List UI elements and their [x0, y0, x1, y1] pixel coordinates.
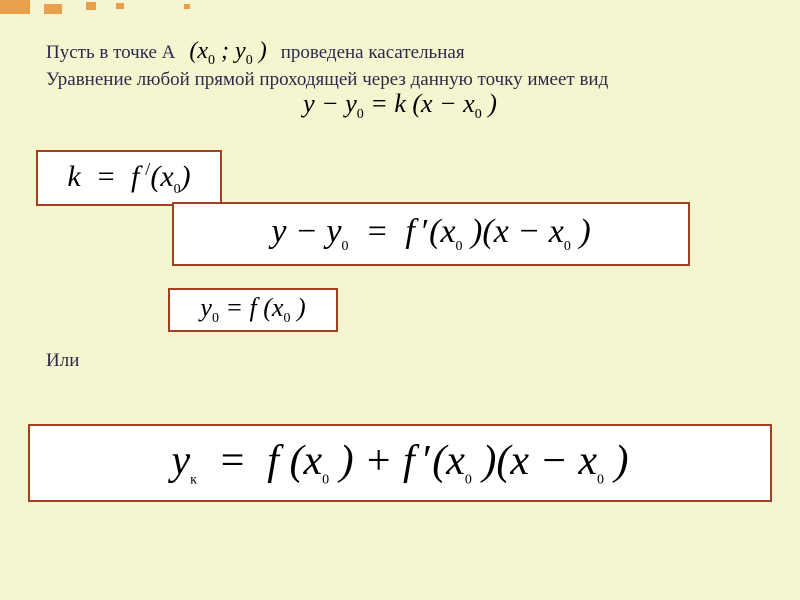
equation-line-form: y − y0 = k (x − x0 ) — [0, 89, 800, 123]
text-or: Или — [46, 350, 79, 372]
line1-part-b: проведена касательная — [281, 42, 465, 64]
slide-content: Пусть в точке А (x0 ; y0 ) проведена кас… — [0, 38, 800, 123]
box-final-equation: yк = f (x0 ) + f ′(x0 )(x − x0 ) — [28, 424, 772, 502]
box-tangent-equation: y − y0 = f ′(x0 )(x − x0 ) — [172, 202, 690, 266]
box-slope-k: k = f /(x0) — [36, 150, 222, 206]
point-coords: (x0 ; y0 ) — [175, 38, 280, 69]
box-y0-value: y0 = f (x0 ) — [168, 288, 338, 332]
line1-part-a: Пусть в точке А — [46, 42, 175, 64]
corner-decoration — [0, 0, 220, 20]
text-line-2: Уравнение любой прямой проходящей через … — [0, 69, 800, 91]
text-line-1: Пусть в точке А (x0 ; y0 ) проведена кас… — [0, 38, 800, 69]
